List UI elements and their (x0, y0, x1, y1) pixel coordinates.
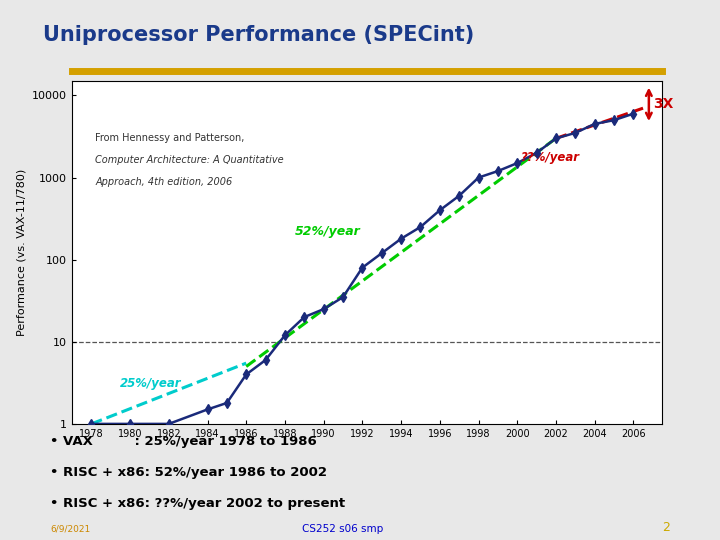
Text: ??%/year: ??%/year (521, 151, 580, 164)
Text: Uniprocessor Performance (SPECint): Uniprocessor Performance (SPECint) (43, 25, 474, 45)
Text: 52%/year: 52%/year (294, 225, 360, 238)
Text: Approach, 4th edition, 2006: Approach, 4th edition, 2006 (95, 177, 233, 187)
Text: Computer Architecture: A Quantitative: Computer Architecture: A Quantitative (95, 154, 284, 165)
Y-axis label: Performance (vs. VAX-11/780): Performance (vs. VAX-11/780) (17, 169, 27, 336)
Text: • RISC + x86: 52%/year 1986 to 2002: • RISC + x86: 52%/year 1986 to 2002 (50, 466, 328, 479)
Text: 3X: 3X (653, 97, 673, 111)
Text: • VAX         : 25%/year 1978 to 1986: • VAX : 25%/year 1978 to 1986 (50, 435, 317, 448)
Text: 2: 2 (662, 521, 670, 534)
Text: 6/9/2021: 6/9/2021 (50, 524, 91, 534)
Text: From Hennessy and Patterson,: From Hennessy and Patterson, (95, 133, 245, 143)
Text: • RISC + x86: ??%/year 2002 to present: • RISC + x86: ??%/year 2002 to present (50, 497, 346, 510)
Text: 25%/year: 25%/year (120, 377, 182, 390)
Text: CS252 s06 smp: CS252 s06 smp (302, 523, 384, 534)
